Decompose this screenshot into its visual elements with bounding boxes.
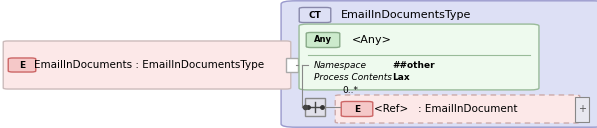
FancyBboxPatch shape: [281, 1, 597, 127]
Text: E: E: [19, 61, 25, 70]
Text: EmailInDocumentsType: EmailInDocumentsType: [341, 10, 472, 20]
Text: 0..*: 0..*: [342, 86, 358, 95]
Text: Process Contents: Process Contents: [314, 73, 392, 82]
FancyBboxPatch shape: [3, 41, 291, 89]
Text: <Any>: <Any>: [352, 35, 392, 45]
FancyBboxPatch shape: [8, 58, 36, 72]
Text: ##other: ##other: [392, 61, 435, 70]
FancyBboxPatch shape: [575, 97, 589, 122]
FancyBboxPatch shape: [306, 33, 340, 47]
Text: +: +: [578, 104, 586, 115]
FancyBboxPatch shape: [299, 24, 539, 90]
Text: CT: CT: [309, 10, 321, 19]
FancyBboxPatch shape: [299, 7, 331, 23]
FancyBboxPatch shape: [305, 98, 325, 116]
Text: Any: Any: [314, 35, 332, 45]
Text: E: E: [354, 104, 360, 114]
Text: Namespace: Namespace: [314, 61, 367, 70]
FancyBboxPatch shape: [336, 95, 580, 123]
FancyBboxPatch shape: [341, 102, 373, 116]
Text: EmailInDocuments : EmailInDocumentsType: EmailInDocuments : EmailInDocumentsType: [34, 60, 264, 70]
FancyBboxPatch shape: [286, 58, 298, 72]
Text: <Ref>   : EmailInDocument: <Ref> : EmailInDocument: [374, 104, 518, 114]
Text: Lax: Lax: [392, 73, 410, 82]
